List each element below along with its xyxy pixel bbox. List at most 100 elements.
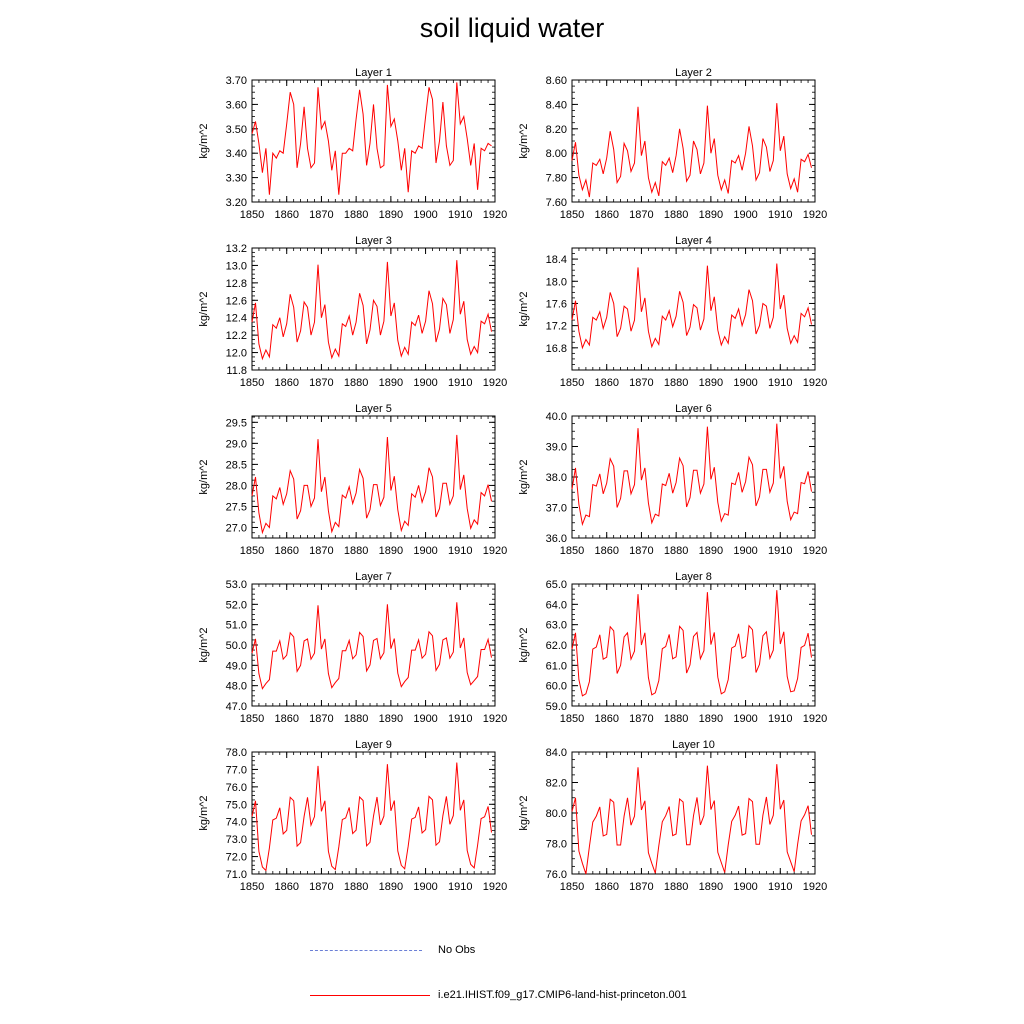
series-line <box>251 82 492 195</box>
y-axis-label: kg/m^2 <box>198 459 210 494</box>
y-tick-label: 76.0 <box>226 782 247 794</box>
plot-frame <box>571 247 816 371</box>
y-tick-label: 72.0 <box>226 852 247 864</box>
y-tick-label: 36.0 <box>546 533 567 545</box>
series-line <box>571 423 812 527</box>
y-tick-label: 3.60 <box>226 99 247 111</box>
y-tick-label: 39.0 <box>546 442 567 454</box>
x-tick-label: 1860 <box>594 209 618 221</box>
y-tick-label: 11.8 <box>226 365 247 377</box>
y-tick-label: 53.0 <box>226 579 247 591</box>
legend-swatch-dashed <box>310 949 422 951</box>
y-axis-label: kg/m^2 <box>198 123 210 158</box>
x-tick-label: 1900 <box>413 881 437 893</box>
y-tick-label: 78.0 <box>226 747 247 759</box>
chart-panel-5: Layer 5 kg/m^2 1850 1860 1870 1880 1890 1900 191… <box>198 403 507 557</box>
y-axis-label: kg/m^2 <box>198 627 210 662</box>
x-tick-label: 1910 <box>448 377 472 389</box>
y-tick-label: 3.40 <box>226 148 247 160</box>
x-tick-label: 1900 <box>733 209 757 221</box>
panel-title: Layer 7 <box>355 571 392 583</box>
y-tick-label: 71.0 <box>226 869 247 881</box>
y-tick-label: 12.0 <box>226 348 247 360</box>
x-tick-label: 1880 <box>344 209 368 221</box>
x-tick-label: 1910 <box>768 377 792 389</box>
x-tick-label: 1860 <box>594 545 618 557</box>
y-tick-label: 8.20 <box>546 124 567 136</box>
plot-frame <box>571 415 816 539</box>
x-tick-label: 1880 <box>664 881 688 893</box>
x-tick-label: 1900 <box>733 881 757 893</box>
y-tick-label: 17.6 <box>546 298 567 310</box>
series-line <box>571 263 812 350</box>
x-tick-label: 1920 <box>483 881 507 893</box>
x-tick-label: 1860 <box>594 881 618 893</box>
panel-title: Layer 2 <box>675 67 712 79</box>
x-tick-label: 1870 <box>309 377 333 389</box>
panel-title: Layer 1 <box>355 67 392 79</box>
x-tick-label: 1880 <box>344 881 368 893</box>
y-tick-label: 75.0 <box>226 799 247 811</box>
x-tick-label: 1850 <box>560 545 584 557</box>
y-tick-label: 13.0 <box>226 260 247 272</box>
y-tick-label: 29.5 <box>226 417 247 429</box>
y-tick-label: 18.0 <box>546 276 567 288</box>
y-axis-label: kg/m^2 <box>518 795 530 830</box>
x-tick-label: 1870 <box>629 713 653 725</box>
panel-title: Layer 6 <box>675 403 712 415</box>
x-tick-label: 1860 <box>274 377 298 389</box>
chart-panel-2: Layer 2 kg/m^2 1850 1860 1870 1880 1890 1900 191… <box>518 67 827 221</box>
x-tick-label: 1860 <box>274 881 298 893</box>
chart-panel-9: Layer 9 kg/m^2 1850 1860 1870 1880 1890 1900 191… <box>198 739 507 893</box>
x-tick-label: 1880 <box>664 377 688 389</box>
y-tick-label: 50.0 <box>226 640 247 652</box>
y-tick-label: 12.8 <box>226 278 247 290</box>
y-tick-label: 17.2 <box>546 321 567 333</box>
series-line <box>251 602 492 690</box>
panel-title: Layer 4 <box>675 235 712 247</box>
x-tick-label: 1850 <box>240 209 264 221</box>
x-tick-label: 1910 <box>448 881 472 893</box>
x-tick-label: 1880 <box>664 209 688 221</box>
plot-frame <box>251 415 496 539</box>
y-tick-label: 82.0 <box>546 778 567 790</box>
x-tick-label: 1870 <box>309 545 333 557</box>
y-tick-label: 49.0 <box>226 660 247 672</box>
x-tick-label: 1900 <box>733 377 757 389</box>
y-tick-label: 38.0 <box>546 472 567 484</box>
x-tick-label: 1890 <box>379 209 403 221</box>
x-tick-label: 1900 <box>733 713 757 725</box>
y-tick-label: 52.0 <box>226 599 247 611</box>
x-tick-label: 1850 <box>560 377 584 389</box>
x-tick-label: 1890 <box>699 209 723 221</box>
x-tick-label: 1860 <box>274 713 298 725</box>
x-tick-label: 1910 <box>768 209 792 221</box>
legend-label-no-obs: No Obs <box>438 944 476 956</box>
x-tick-label: 1900 <box>413 713 437 725</box>
y-tick-label: 80.0 <box>546 808 567 820</box>
x-tick-label: 1870 <box>629 881 653 893</box>
page-title: soil liquid water <box>419 13 605 43</box>
series-line <box>571 103 812 198</box>
y-tick-label: 61.0 <box>546 660 567 672</box>
chart-panel-4: Layer 4 kg/m^2 1850 1860 1870 1880 1890 1900 191… <box>518 235 827 389</box>
x-tick-label: 1920 <box>803 377 827 389</box>
x-tick-label: 1860 <box>594 713 618 725</box>
x-tick-label: 1920 <box>803 209 827 221</box>
x-tick-label: 1920 <box>803 545 827 557</box>
x-tick-label: 1870 <box>309 881 333 893</box>
y-axis-label: kg/m^2 <box>198 795 210 830</box>
x-tick-label: 1870 <box>309 209 333 221</box>
y-tick-label: 60.0 <box>546 681 567 693</box>
y-tick-label: 8.60 <box>546 75 567 87</box>
x-tick-label: 1870 <box>629 209 653 221</box>
series-line <box>251 260 492 361</box>
x-tick-label: 1850 <box>560 713 584 725</box>
y-tick-label: 47.0 <box>226 701 247 713</box>
series-line <box>571 764 812 875</box>
y-tick-label: 65.0 <box>546 579 567 591</box>
x-tick-label: 1920 <box>803 713 827 725</box>
x-tick-label: 1870 <box>629 545 653 557</box>
y-tick-label: 8.40 <box>546 99 567 111</box>
